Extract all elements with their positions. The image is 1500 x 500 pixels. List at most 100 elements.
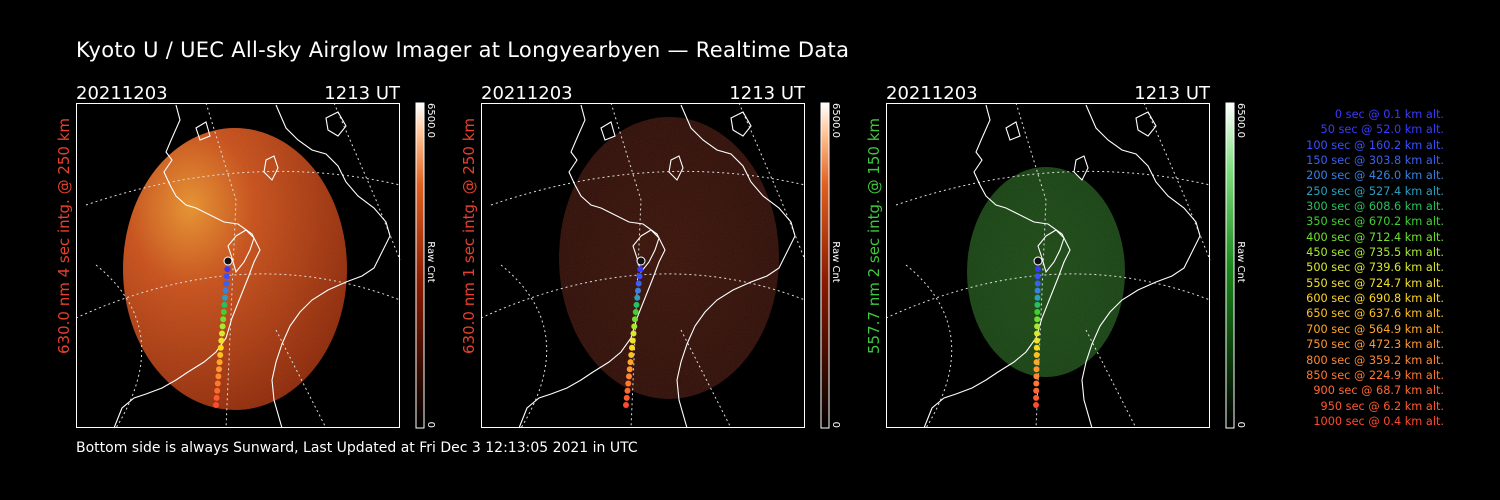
trajectory-point <box>1033 359 1040 366</box>
launch-site-marker <box>636 256 646 266</box>
trajectory-point <box>213 394 220 401</box>
trajectory-point <box>215 373 222 380</box>
trajectory-point <box>214 387 221 394</box>
trajectory-point <box>636 273 643 280</box>
trajectory-legend-item: 750 sec @ 472.3 km alt. <box>1306 338 1444 352</box>
trajectory-legend-item: 50 sec @ 52.0 km alt. <box>1320 123 1444 137</box>
panel-time: 1213 UT <box>324 83 401 104</box>
trajectory-legend-item: 500 sec @ 739.6 km alt. <box>1306 261 1444 275</box>
trajectory-legend-item: 550 sec @ 724.7 km alt. <box>1306 276 1444 290</box>
trajectory-point <box>1034 301 1041 308</box>
trajectory-point <box>214 380 221 387</box>
trajectory-legend-item: 200 sec @ 426.0 km alt. <box>1306 169 1444 183</box>
trajectory-point <box>1034 330 1040 337</box>
trajectory-point <box>623 394 630 401</box>
rocket-trajectory <box>1033 256 1043 408</box>
trajectory-point <box>1033 387 1040 394</box>
trajectory-point <box>1034 273 1041 280</box>
trajectory-legend-item: 650 sec @ 637.6 km alt. <box>1306 307 1444 321</box>
trajectory-legend-item: 700 sec @ 564.9 km alt. <box>1306 322 1444 336</box>
trajectory-point <box>218 337 225 344</box>
trajectory-point <box>635 280 642 287</box>
colorbar-max-label: 6500.0 <box>1235 103 1246 138</box>
trajectory-legend-item: 400 sec @ 712.4 km alt. <box>1306 230 1444 244</box>
trajectory-point <box>221 301 228 308</box>
trajectory-point <box>626 366 633 373</box>
trajectory-point <box>1033 351 1040 358</box>
trajectory-point <box>217 344 224 351</box>
trajectory-legend-item: 950 sec @ 6.2 km alt. <box>1320 399 1444 413</box>
sky-panel-2: 20211203 1213 UT 630.0 nm 1 sec intg. @ 25… <box>460 83 841 429</box>
trajectory-point <box>213 402 219 408</box>
trajectory-legend-item: 450 sec @ 735.5 km alt. <box>1306 246 1444 260</box>
colorbar-min-label: 0 <box>425 422 436 428</box>
panel-ylabel: 557.7 nm 2 sec intg. @ 150 km <box>865 118 883 354</box>
trajectory-point <box>1033 366 1040 373</box>
trajectory-legend-item: 350 sec @ 670.2 km alt. <box>1306 215 1444 229</box>
trajectory-legend-item: 900 sec @ 68.7 km alt. <box>1313 384 1444 398</box>
trajectory-point <box>219 323 226 330</box>
trajectory-point <box>223 280 230 287</box>
rocket-trajectory <box>623 256 646 408</box>
lat-lon-grid <box>480 102 806 429</box>
trajectory-legend-item: 0 sec @ 0.1 km alt. <box>1334 108 1444 121</box>
colorbar-max-label: 6500.0 <box>425 103 436 138</box>
trajectory-point <box>223 273 230 280</box>
colorbar-unit-label: Raw Cnt <box>830 241 841 283</box>
trajectory-point <box>625 380 632 387</box>
trajectory-point <box>222 294 228 301</box>
trajectory-point <box>224 266 231 273</box>
allsky-map <box>75 102 401 429</box>
lat-lon-grid <box>75 102 401 429</box>
trajectory-legend-item: 1000 sec @ 0.4 km alt. <box>1313 414 1444 428</box>
coastline-map <box>518 104 796 429</box>
trajectory-point <box>634 294 641 301</box>
trajectory-point <box>219 330 225 337</box>
coastline-map <box>923 104 1201 429</box>
panel-ylabel: 630.0 nm 4 sec intg. @ 250 km <box>55 118 73 354</box>
trajectory-point <box>631 323 638 330</box>
panel-date: 20211203 <box>886 83 978 104</box>
trajectory-point <box>626 373 632 380</box>
trajectory-point <box>216 366 222 373</box>
colorbar-min-label: 0 <box>1235 422 1246 428</box>
allsky-map <box>480 102 806 429</box>
trajectory-point <box>632 309 639 316</box>
colorbar-max-label: 6500.0 <box>830 103 841 138</box>
trajectory-legend: 0 sec @ 0.1 km alt. 50 sec @ 52.0 km alt.… <box>1262 107 1444 429</box>
trajectory-point <box>632 316 638 323</box>
launch-site-marker <box>223 256 233 266</box>
trajectory-legend-item: 100 sec @ 160.2 km alt. <box>1306 138 1444 152</box>
footer-status: Bottom side is always Sunward, Last Upda… <box>76 440 638 456</box>
trajectory-point <box>1033 394 1040 401</box>
panel-date: 20211203 <box>481 83 573 104</box>
trajectory-legend-item: 150 sec @ 303.8 km alt. <box>1306 154 1444 168</box>
trajectory-point <box>217 351 224 358</box>
panel-time: 1213 UT <box>729 83 806 104</box>
trajectory-point <box>624 387 631 394</box>
colorbar-min-label: 0 <box>830 422 841 428</box>
trajectory-legend-item: 600 sec @ 690.8 km alt. <box>1306 292 1444 306</box>
trajectory-point <box>629 344 635 351</box>
trajectory-point <box>1033 344 1040 351</box>
page-title: Kyoto U / UEC All-sky Airglow Imager at … <box>76 38 850 62</box>
trajectory-point <box>1034 266 1041 273</box>
colorbar: 6500.0 Raw Cnt 0 <box>820 102 841 429</box>
coastline-map <box>113 104 391 429</box>
trajectory-point <box>629 337 636 344</box>
allsky-map <box>885 102 1211 429</box>
trajectory-point <box>1034 287 1041 294</box>
trajectory-point <box>630 330 637 337</box>
trajectory-point <box>1033 402 1039 408</box>
trajectory-point <box>1034 294 1041 301</box>
trajectory-point <box>1033 373 1040 380</box>
trajectory-point <box>1034 316 1041 323</box>
launch-site-marker <box>1033 256 1043 266</box>
colorbar: 6500.0 Raw Cnt 0 <box>415 102 436 429</box>
colorbar: 6500.0 Raw Cnt 0 <box>1225 102 1246 429</box>
trajectory-point <box>220 309 227 316</box>
trajectory-point <box>1033 337 1040 344</box>
panel-ylabel: 630.0 nm 1 sec intg. @ 250 km <box>460 118 478 354</box>
trajectory-point <box>216 359 223 366</box>
